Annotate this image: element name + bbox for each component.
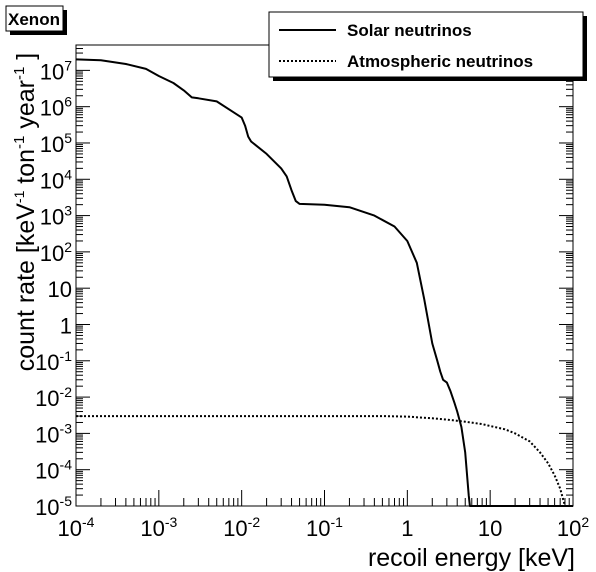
x-tick-label: 10-4 (58, 514, 95, 541)
y-tick-label: 1 (60, 313, 72, 338)
y-tick-label: 104 (40, 166, 72, 193)
x-tick-label: 102 (557, 514, 589, 541)
x-tick-label: 10-3 (140, 514, 177, 541)
y-tick-label: 10-5 (35, 493, 72, 520)
plot-frame (75, 44, 574, 507)
x-tick-label: 10-1 (306, 514, 343, 541)
series-group (75, 58, 573, 507)
y-tick-label: 103 (40, 203, 72, 230)
axis-ticks (75, 44, 573, 507)
y-tick-label: 10-2 (35, 384, 72, 411)
series-line-1 (76, 415, 566, 507)
series-line-0 (75, 58, 573, 507)
x-tick-label: 10-2 (223, 514, 260, 541)
chart-title: Xenon (8, 10, 60, 29)
legend-atmospheric-label: Atmospheric neutrinos (347, 52, 533, 71)
y-tick-label: 10-3 (35, 420, 72, 447)
y-tick-label: 10 (48, 277, 72, 302)
y-tick-label: 105 (40, 130, 72, 157)
y-tick-label: 10-4 (35, 457, 72, 484)
y-tick-label: 107 (40, 57, 72, 84)
x-tick-label: 1 (401, 516, 413, 541)
y-tick-labels: 10-5 10-4 10-3 10-2 10-1 1 10 102 103 104 105 106 10… (35, 57, 72, 520)
y-tick-label: 106 (40, 94, 72, 121)
legend: Solar neutrinos Atmospheric neutrinos (268, 11, 587, 81)
x-tick-labels: 10-4 10-3 10-2 10-1 1 10 102 (58, 514, 590, 541)
y-axis-title: count rate [keV-1 ton-1 year-1 ] (11, 53, 40, 372)
y-tick-label: 102 (40, 239, 72, 266)
y-tick-label: 10-1 (35, 348, 72, 375)
x-tick-label: 10 (478, 516, 502, 541)
x-axis-title: recoil energy [keV] (368, 544, 575, 572)
legend-solar-label: Solar neutrinos (347, 21, 472, 40)
title-box: Xenon (5, 5, 67, 35)
